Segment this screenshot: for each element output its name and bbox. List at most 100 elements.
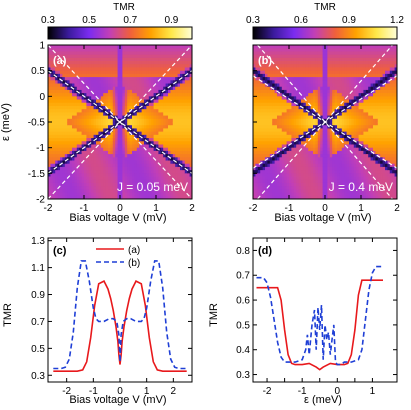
heatmap-cell [274,128,278,133]
heatmap-cell [129,189,133,193]
heatmap-cell [122,192,126,197]
heatmap-cell [337,189,340,193]
heatmap-cell [160,96,164,100]
heatmap-cell [146,99,150,104]
heatmap-cell [132,77,135,81]
heatmap-cell [337,105,340,110]
heatmap-cell [265,70,268,75]
heatmap-cell [260,57,263,62]
heatmap-cell [265,134,268,139]
heatmap-cell [67,173,70,177]
heatmap-cell [48,105,51,110]
heatmap-cell [136,125,140,129]
heatmap-cell [267,99,271,104]
heatmap-cell [124,122,128,126]
heatmap-cell [265,105,268,110]
heatmap-cell [265,109,268,113]
heatmap-cell [86,134,90,139]
heatmap-cell [269,80,273,84]
heatmap-cell [72,54,75,59]
heatmap-cell [55,70,58,75]
heatmap-cell [317,54,321,59]
heatmap-cell [187,89,190,94]
heatmap-cell [325,83,328,88]
heatmap-cell [184,67,188,72]
heatmap-cell [117,150,121,155]
heatmap-cell [86,93,90,97]
heatmap-cell [353,105,357,110]
heatmap-cell [296,144,299,149]
heatmap-cell [305,48,309,52]
heatmap-cell [296,125,299,129]
heatmap-cell [255,166,259,171]
heatmap-cell [50,54,54,59]
heatmap-cell [132,147,135,152]
heatmap-cell [351,147,355,152]
heatmap-cell [69,138,73,142]
heatmap-cell [189,182,193,187]
heatmap-cell [320,99,323,104]
heatmap-cell [69,173,73,177]
heatmap-cell [134,64,138,68]
heatmap-cell [76,154,80,158]
heatmap-cell [269,173,273,177]
heatmap-cell [129,54,133,59]
heatmap-cell [279,105,283,110]
heatmap-cell [84,45,87,49]
heatmap-cell [55,89,58,94]
heatmap-cell [301,80,304,84]
heatmap-cell [110,115,114,120]
heatmap-cell [50,86,54,91]
heatmap-cell [91,138,94,142]
heatmap-cell [334,93,338,97]
heatmap-cell [255,51,259,56]
heatmap-cell [129,125,133,129]
heatmap-cell [310,77,314,81]
heatmap-cell [274,118,278,123]
heatmap-cell [160,67,164,72]
heatmap-cell [346,89,350,94]
heatmap-cell [265,54,268,59]
heatmap-cell [317,118,321,123]
heatmap-cell [88,150,92,155]
heatmap-cell [274,54,278,59]
heatmap-cell [170,86,174,91]
heatmap-cell [144,109,147,113]
heatmap-cell [117,182,121,187]
heatmap-cell [177,89,181,94]
heatmap-cell [160,48,164,52]
heatmap-cell [72,157,75,161]
heatmap-cell [349,93,352,97]
heatmap-cell [344,138,347,142]
heatmap-cell [172,141,176,145]
heatmap-cell [141,70,145,75]
heatmap-cell [291,157,295,161]
heatmap-cell [74,195,78,200]
heatmap-cell [189,138,193,142]
heatmap-cell [344,166,347,171]
heatmap-cell [50,105,54,110]
heatmap-cell [151,166,154,171]
heatmap-cell [281,115,285,120]
heatmap-cell [76,179,80,184]
heatmap-cell [262,170,266,174]
heatmap-cell [187,73,190,78]
heatmap-cell [305,125,309,129]
heatmap-cell [182,48,186,52]
heatmap-cell [177,163,181,168]
heatmap-cell [60,154,63,158]
heatmap-cell [180,179,183,184]
heatmap-cell [310,102,314,107]
heatmap-cell [76,64,80,68]
heatmap-cell [98,48,102,52]
heatmap-cell [305,102,309,107]
heatmap-cell [163,166,166,171]
heatmap-cell [325,182,328,187]
heatmap-cell [184,112,188,116]
heatmap-cell [136,141,140,145]
heatmap-cell [100,157,104,161]
heatmap-cell [60,150,63,155]
heatmap-cell [272,150,275,155]
heatmap-cell [112,138,116,142]
heatmap-cell [144,141,147,145]
